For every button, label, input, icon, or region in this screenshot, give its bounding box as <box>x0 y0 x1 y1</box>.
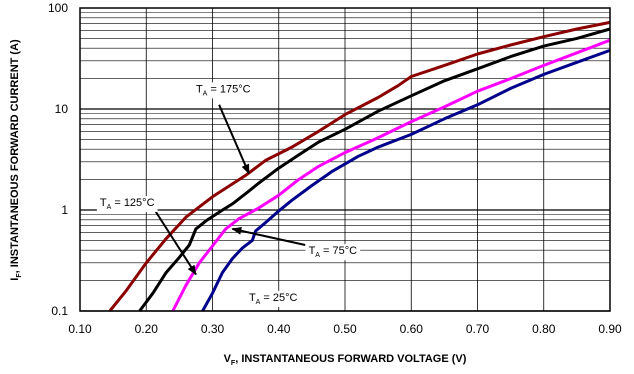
x-tick-label: 0.40 <box>267 322 291 336</box>
y-axis-title: IF, INSTANTANEOUS FORWARD CURRENT (A) <box>9 39 23 281</box>
series-line-2 <box>138 27 611 312</box>
series-line-1 <box>108 20 611 312</box>
x-tick-label: 0.70 <box>466 322 490 336</box>
x-tick-label: 0.50 <box>333 322 357 336</box>
x-tick-label: 0.30 <box>201 322 225 336</box>
plot-border <box>79 7 611 312</box>
annotation-arrow <box>231 226 306 247</box>
series-lines <box>108 20 611 312</box>
annotation-arrow <box>148 201 197 276</box>
annotation-label-background <box>192 82 254 99</box>
series-line-3 <box>171 38 611 312</box>
y-tick-label: 100 <box>48 1 68 15</box>
series-line-4 <box>201 48 611 312</box>
annotation-label-background <box>245 290 301 307</box>
x-tick-label: 0.60 <box>400 322 424 336</box>
annotation-label-background <box>96 196 158 213</box>
annotation-arrow <box>218 104 250 175</box>
y-tick-label: 0.1 <box>51 304 68 318</box>
annotation-label: TA = 25°C <box>249 292 298 306</box>
annotation-label: TA = 75°C <box>309 245 358 259</box>
y-tick-label: 1 <box>61 203 68 217</box>
annotation-label-background <box>305 244 361 261</box>
x-tick-label: 0.90 <box>598 322 622 336</box>
x-tick-label: 0.20 <box>135 322 159 336</box>
x-axis-title: VF, INSTANTANEOUS FORWARD VOLTAGE (V) <box>224 353 467 367</box>
x-tick-label: 0.80 <box>532 322 556 336</box>
tick-labels: 0.10 0.20 0.30 0.40 0.50 0.60 0.70 0.80 0.90 0.1 1… <box>48 1 622 336</box>
y-tick-label: 10 <box>55 102 69 116</box>
annotation-label: TA = 175°C <box>196 83 251 97</box>
temperature-annotations: TA = 175°C TA = 125°C TA = 75°C TA = 25°C <box>96 82 361 307</box>
annotation-label: TA = 125°C <box>100 197 155 211</box>
x-tick-label: 0.10 <box>68 322 92 336</box>
